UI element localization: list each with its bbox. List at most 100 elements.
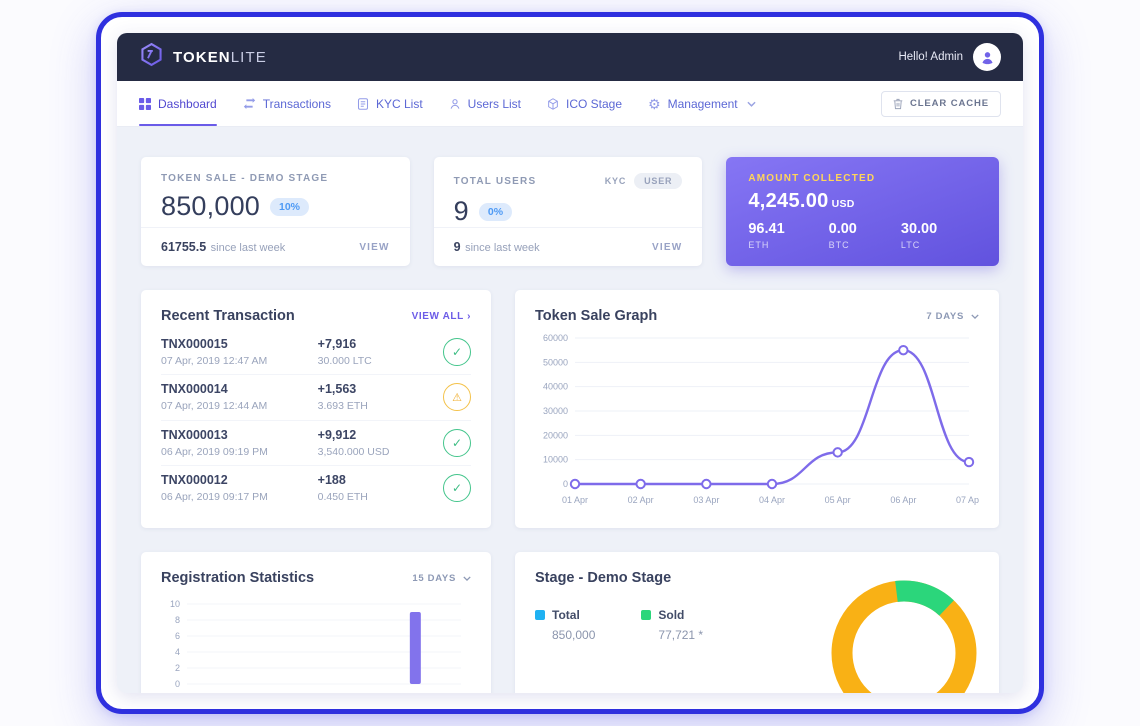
total-legend-label: Total bbox=[552, 608, 580, 622]
svg-text:05 Apr: 05 Apr bbox=[825, 495, 851, 505]
svg-text:02 Apr: 02 Apr bbox=[628, 495, 654, 505]
transaction-amount: +7,916 bbox=[317, 337, 357, 352]
transaction-date: 07 Apr, 2019 12:44 AM bbox=[161, 400, 268, 413]
chevron-right-icon: › bbox=[467, 310, 471, 322]
brand[interactable]: TOKENLITE bbox=[139, 42, 267, 72]
ltc-amount: 30.00 LTC bbox=[900, 221, 938, 250]
grid-icon bbox=[139, 97, 151, 110]
svg-text:03 Apr: 03 Apr bbox=[693, 495, 719, 505]
recent-transactions-title: Recent Transaction bbox=[161, 308, 295, 324]
total-users-change-badge: 0% bbox=[478, 202, 513, 221]
token-sale-value: 850,000 bbox=[161, 191, 260, 221]
nav-item-dashboard[interactable]: Dashboard bbox=[139, 81, 217, 126]
transaction-row[interactable]: TNX000013 06 Apr, 2019 09:19 PM +9,912 3… bbox=[161, 419, 471, 465]
total-users-delta: 9 since last week bbox=[453, 240, 540, 254]
svg-text:6: 6 bbox=[175, 631, 180, 641]
bottom-row: Registration Statistics 15 DAYS 10 8 6 4 2 0 bbox=[141, 552, 999, 693]
svg-text:10: 10 bbox=[170, 599, 180, 609]
brand-logo-icon bbox=[139, 42, 164, 72]
swap-icon bbox=[243, 98, 256, 109]
transaction-row[interactable]: TNX000012 06 Apr, 2019 09:17 PM +188 0.4… bbox=[161, 464, 471, 510]
nav-item-label: Dashboard bbox=[158, 96, 217, 111]
transaction-id: TNX000012 bbox=[161, 472, 228, 487]
nav-item-label: ICO Stage bbox=[566, 96, 623, 111]
transaction-date: 06 Apr, 2019 09:19 PM bbox=[161, 445, 268, 458]
registration-statistics-card: Registration Statistics 15 DAYS 10 8 6 4 2 0 bbox=[141, 552, 491, 693]
svg-text:50000: 50000 bbox=[543, 357, 568, 367]
transaction-status-icon: ✓ bbox=[443, 473, 471, 502]
users-kyc-toggle: KYC USER bbox=[605, 173, 683, 189]
token-sale-graph-title: Token Sale Graph bbox=[535, 308, 658, 324]
gear-icon: ⚙ bbox=[648, 95, 661, 112]
amount-collected-value: 4,245.00 USD bbox=[748, 190, 855, 212]
nav-item-transactions[interactable]: Transactions bbox=[243, 81, 331, 126]
chevron-down-icon bbox=[463, 575, 471, 581]
transaction-id: TNX000014 bbox=[161, 382, 228, 397]
sold-legend-value: 77,721 * bbox=[658, 628, 704, 642]
total-users-card: TOTAL USERS KYC USER 9 0% 9 since last w… bbox=[433, 157, 703, 266]
nav-item-label: Users List bbox=[467, 96, 521, 111]
stage-legend: Total 850,000 Sold 77,721 * bbox=[535, 608, 979, 642]
top-header: TOKENLITE Hello! Admin bbox=[117, 33, 1023, 81]
token-sale-label: TOKEN SALE - DEMO STAGE bbox=[161, 173, 329, 184]
svg-text:04 Apr: 04 Apr bbox=[759, 495, 785, 505]
view-all-link[interactable]: VIEW ALL › bbox=[411, 310, 471, 322]
total-legend-swatch bbox=[535, 610, 545, 620]
graph-range-dropdown[interactable]: 7 DAYS bbox=[926, 311, 979, 322]
nav-item-label: Management bbox=[667, 96, 738, 111]
app-window: TOKENLITE Hello! Admin bbox=[117, 33, 1023, 693]
transaction-id: TNX000013 bbox=[161, 427, 228, 442]
device-frame: TOKENLITE Hello! Admin bbox=[96, 12, 1044, 714]
total-users-view-link[interactable]: VIEW bbox=[651, 241, 683, 253]
transaction-detail: 0.450 ETH bbox=[317, 490, 368, 503]
user-icon bbox=[449, 98, 461, 110]
transaction-detail: 30.000 LTC bbox=[317, 355, 372, 368]
user-avatar[interactable] bbox=[973, 43, 1001, 71]
amount-collected-label: AMOUNT COLLECTED bbox=[748, 173, 876, 184]
amount-collected-card: AMOUNT COLLECTED 4,245.00 USD 96.41 ETH 0… bbox=[726, 157, 1000, 266]
svg-text:40000: 40000 bbox=[543, 382, 568, 392]
cube-icon bbox=[547, 97, 559, 110]
token-sale-graph-card: Token Sale Graph 7 DAYS 0 10000 20000 30000… bbox=[515, 290, 999, 528]
brand-title: TOKENLITE bbox=[173, 48, 267, 66]
stage-donut-wrap bbox=[829, 578, 979, 693]
registration-range-dropdown[interactable]: 15 DAYS bbox=[412, 573, 471, 584]
stage-donut-chart bbox=[831, 580, 977, 693]
transaction-amount: +9,912 bbox=[317, 427, 357, 442]
eth-amount: 96.41 ETH bbox=[748, 221, 785, 250]
nav-item-kyc-list[interactable]: KYC List bbox=[357, 81, 423, 126]
token-sale-card: TOKEN SALE - DEMO STAGE 850,000 10% 6175… bbox=[141, 157, 410, 266]
svg-text:10000: 10000 bbox=[543, 455, 568, 465]
total-legend-value: 850,000 bbox=[552, 628, 596, 642]
svg-text:8: 8 bbox=[175, 615, 180, 625]
transaction-row[interactable]: TNX000014 07 Apr, 2019 12:44 AM +1,563 3… bbox=[161, 374, 471, 419]
svg-text:30000: 30000 bbox=[543, 406, 568, 416]
legend-item-sold: Sold 77,721 * bbox=[641, 608, 703, 642]
user-toggle-option[interactable]: USER bbox=[634, 173, 683, 189]
clear-cache-button[interactable]: CLEAR CACHE bbox=[880, 90, 1001, 117]
transaction-id: TNX000015 bbox=[161, 337, 228, 352]
nav-item-ico-stage[interactable]: ICO Stage bbox=[547, 81, 622, 126]
nav-item-management[interactable]: ⚙ Management bbox=[648, 81, 756, 126]
dashboard-content: TOKEN SALE - DEMO STAGE 850,000 10% 6175… bbox=[117, 127, 1023, 693]
trash-icon bbox=[893, 98, 903, 110]
svg-text:4: 4 bbox=[175, 647, 180, 657]
greeting-text: Hello! Admin bbox=[898, 51, 963, 63]
token-sale-change-badge: 10% bbox=[270, 197, 310, 216]
user-box: Hello! Admin bbox=[898, 43, 1001, 71]
transaction-row[interactable]: TNX000015 07 Apr, 2019 12:47 AM +7,916 3… bbox=[161, 330, 471, 374]
transaction-list: TNX000015 07 Apr, 2019 12:47 AM +7,916 3… bbox=[161, 330, 471, 510]
recent-transactions-card: Recent Transaction VIEW ALL › TNX000015 … bbox=[141, 290, 491, 528]
svg-text:60000: 60000 bbox=[543, 333, 568, 343]
svg-text:01 Apr: 01 Apr bbox=[562, 495, 588, 505]
stage-title: Stage - Demo Stage bbox=[535, 570, 672, 586]
transaction-detail: 3,540.000 USD bbox=[317, 445, 390, 458]
token-sale-view-link[interactable]: VIEW bbox=[359, 241, 390, 253]
registration-statistics-title: Registration Statistics bbox=[161, 570, 315, 586]
nav-item-users-list[interactable]: Users List bbox=[449, 81, 521, 126]
kyc-toggle-option[interactable]: KYC bbox=[604, 176, 627, 186]
transaction-status-icon: ✓ bbox=[443, 338, 471, 367]
main-nav: Dashboard Transactions bbox=[117, 81, 1023, 127]
total-users-label: TOTAL USERS bbox=[453, 175, 537, 187]
